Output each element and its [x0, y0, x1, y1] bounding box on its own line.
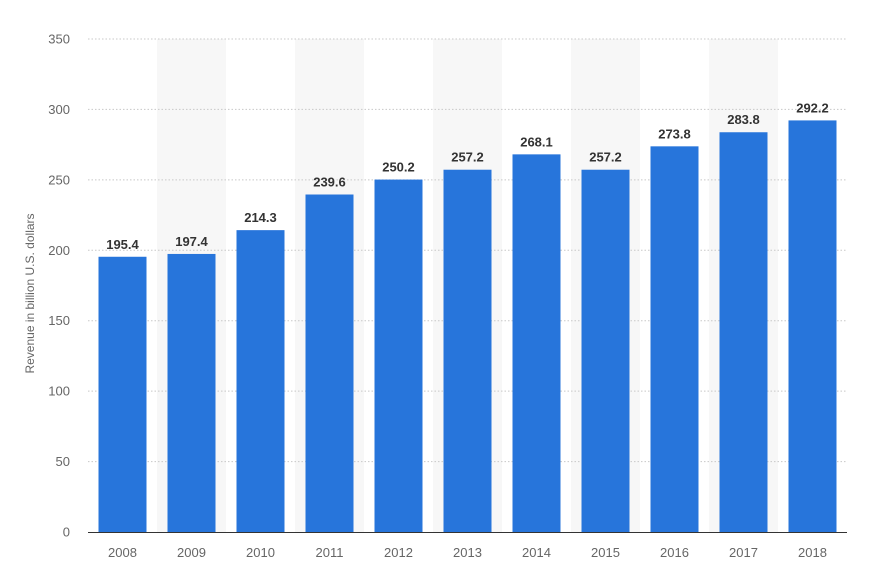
data-label-2008: 195.4 — [106, 237, 139, 252]
x-tick-label: 2014 — [522, 545, 551, 560]
data-label-2011: 239.6 — [313, 175, 346, 190]
x-tick-label: 2009 — [177, 545, 206, 560]
data-label-2014: 268.1 — [520, 134, 553, 149]
data-label-2016: 273.8 — [658, 126, 691, 141]
data-label-2012: 250.2 — [382, 160, 415, 175]
data-label-2017: 283.8 — [727, 112, 760, 127]
bars — [98, 120, 837, 533]
y-tick-label: 300 — [48, 102, 70, 117]
x-tick-label: 2008 — [108, 545, 137, 560]
x-tick-label: 2013 — [453, 545, 482, 560]
bar-2009 — [167, 253, 216, 532]
x-tick-label: 2011 — [316, 545, 344, 560]
bar-2010 — [236, 230, 285, 533]
data-label-2009: 197.4 — [175, 234, 208, 249]
y-axis-tick-labels: 0 50 100 150 200 250 300 350 — [48, 32, 70, 540]
bar-2008 — [98, 256, 147, 532]
y-tick-label: 50 — [56, 454, 70, 469]
bar-2016 — [650, 146, 699, 533]
data-label-2010: 214.3 — [244, 210, 277, 225]
data-labels: 195.4 197.4 214.3 239.6 250.2 257.2 268.1 257.2… — [106, 100, 829, 251]
bar-2011 — [305, 194, 354, 532]
x-axis-tick-labels: 2008 2009 2010 2011 2012 2013 2014 2015 2016 2017… — [108, 545, 827, 560]
data-label-2013: 257.2 — [451, 150, 484, 165]
y-tick-label: 350 — [48, 32, 70, 47]
y-tick-label: 0 — [63, 525, 70, 540]
data-label-2015: 257.2 — [589, 150, 622, 165]
y-tick-label: 200 — [48, 243, 70, 258]
x-tick-label: 2012 — [384, 545, 413, 560]
x-tick-label: 2017 — [729, 545, 758, 560]
y-tick-label: 250 — [48, 172, 70, 187]
x-tick-label: 2010 — [246, 545, 275, 560]
bar-2017 — [719, 132, 768, 532]
bar-2015 — [581, 169, 630, 532]
y-tick-label: 100 — [48, 384, 70, 399]
x-tick-label: 2016 — [660, 545, 689, 560]
bar-2013 — [443, 169, 492, 532]
bar-2014 — [512, 154, 561, 532]
y-axis-title: Revenue in billion U.S. dollars — [23, 213, 37, 373]
data-label-2018: 292.2 — [796, 100, 829, 115]
x-tick-label: 2015 — [591, 545, 620, 560]
x-tick-label: 2018 — [798, 545, 827, 560]
bar-2018 — [788, 120, 837, 532]
y-tick-label: 150 — [48, 313, 70, 328]
bar-2012 — [374, 179, 423, 532]
